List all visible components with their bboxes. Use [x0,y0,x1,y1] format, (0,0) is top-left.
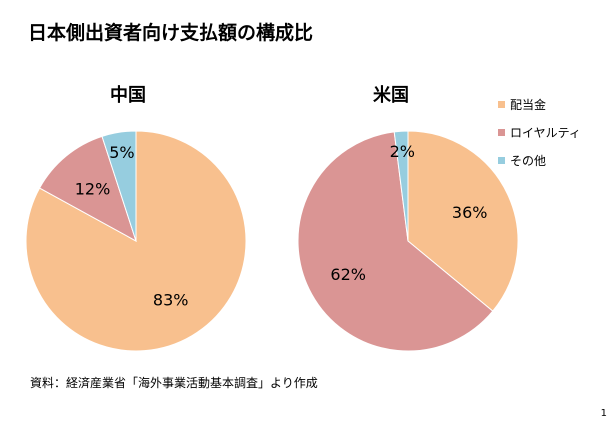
pie-slice-china-royalty [38,135,137,243]
legend-label-other: その他 [510,153,547,168]
pie-slice-us-other [393,130,409,242]
pie-label-us-dividends: 36% [452,203,488,222]
legend-item-dividends: 配当金 [498,90,581,118]
legend-item-royalty: ロイヤルティ [498,118,581,146]
chart-title-china: 中国 [110,84,146,106]
pie-slice-china-other [101,130,137,242]
legend-swatch-dividends [498,100,505,108]
legend-swatch-royalty [498,128,505,136]
legend-label-royalty: ロイヤルティ [510,125,581,140]
page-title: 日本側出資者向け支払額の構成比 [28,22,314,44]
pie-label-china-royalty: 12% [75,180,111,199]
pie-label-china-other: 5% [109,143,134,162]
legend-swatch-other [498,156,505,164]
chart-title-us: 米国 [373,84,409,106]
pie-slice-us-dividends [407,130,519,312]
source-note: 資料：経済産業省「海外事業活動基本調査」より作成 [30,376,318,390]
legend-item-other: その他 [498,146,581,174]
page-number: 1 [600,408,607,419]
legend: 配当金 ロイヤルティ その他 [498,90,581,174]
legend-label-dividends: 配当金 [510,97,547,112]
pie-label-china-dividends: 83% [153,291,189,310]
pie-slice-us-royalty [297,131,494,352]
pie-label-us-royalty: 62% [330,265,366,284]
pie-label-us-other: 2% [390,142,415,161]
